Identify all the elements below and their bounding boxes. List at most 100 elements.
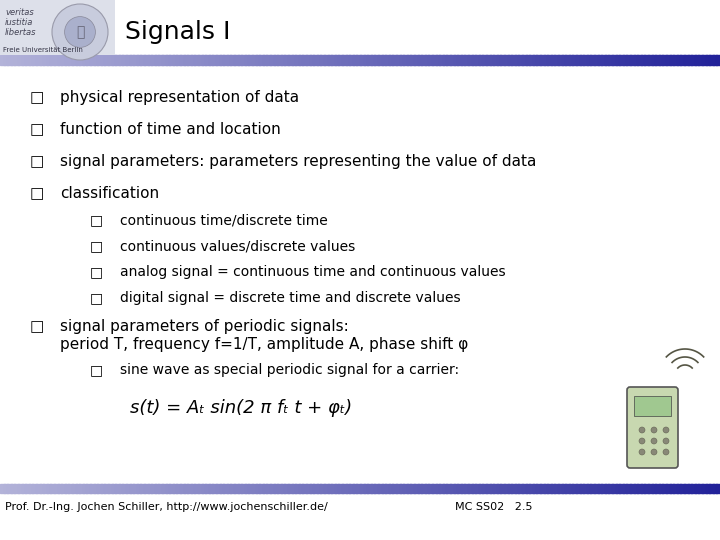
Bar — [598, 484, 602, 493]
Bar — [176, 484, 181, 493]
Bar — [580, 55, 584, 65]
Bar — [691, 484, 696, 493]
Bar — [356, 484, 361, 493]
Bar — [43, 484, 48, 493]
Bar — [36, 484, 40, 493]
Bar — [515, 484, 519, 493]
Text: □: □ — [90, 363, 103, 377]
Bar — [709, 484, 714, 493]
Bar — [65, 484, 69, 493]
Bar — [454, 55, 458, 65]
Bar — [644, 484, 649, 493]
Bar — [666, 484, 670, 493]
Bar — [490, 55, 494, 65]
Bar — [14, 484, 19, 493]
Bar — [461, 55, 465, 65]
Bar — [324, 55, 328, 65]
Bar — [479, 55, 483, 65]
Bar — [137, 55, 141, 65]
Bar — [68, 55, 73, 65]
Bar — [194, 55, 199, 65]
Bar — [522, 55, 526, 65]
Bar — [205, 55, 210, 65]
Bar — [97, 55, 102, 65]
Bar — [115, 55, 120, 65]
Bar — [403, 484, 408, 493]
Bar — [385, 484, 390, 493]
Bar — [490, 484, 494, 493]
Bar — [47, 484, 51, 493]
Bar — [702, 484, 706, 493]
Circle shape — [639, 449, 645, 455]
Bar — [547, 55, 552, 65]
Bar — [583, 55, 588, 65]
FancyBboxPatch shape — [634, 396, 671, 416]
Bar — [245, 484, 249, 493]
Bar — [328, 55, 332, 65]
Bar — [554, 55, 559, 65]
Bar — [684, 484, 688, 493]
Bar — [220, 55, 224, 65]
Bar — [187, 484, 192, 493]
Bar — [173, 55, 177, 65]
Bar — [25, 484, 30, 493]
Bar — [486, 55, 490, 65]
Bar — [119, 484, 123, 493]
Text: classification: classification — [60, 186, 159, 201]
Bar — [518, 484, 523, 493]
Bar — [86, 484, 91, 493]
Bar — [374, 484, 379, 493]
Bar — [252, 484, 256, 493]
Bar — [547, 484, 552, 493]
Bar — [716, 55, 720, 65]
Bar — [176, 55, 181, 65]
Bar — [144, 484, 148, 493]
Bar — [241, 484, 246, 493]
Bar — [29, 55, 33, 65]
Bar — [241, 55, 246, 65]
Bar — [360, 484, 364, 493]
Bar — [184, 484, 188, 493]
Bar — [464, 484, 469, 493]
Bar — [414, 484, 418, 493]
Text: signal parameters of periodic signals:: signal parameters of periodic signals: — [60, 319, 348, 334]
Bar — [22, 484, 26, 493]
Bar — [637, 55, 642, 65]
Bar — [299, 484, 303, 493]
Bar — [324, 484, 328, 493]
Bar — [515, 55, 519, 65]
Bar — [263, 484, 267, 493]
Bar — [407, 55, 411, 65]
Bar — [392, 55, 397, 65]
Bar — [662, 484, 667, 493]
Bar — [634, 55, 638, 65]
Bar — [529, 55, 534, 65]
Bar — [479, 484, 483, 493]
Bar — [468, 484, 472, 493]
Bar — [446, 55, 451, 65]
Bar — [360, 55, 364, 65]
Text: MC SS02   2.5: MC SS02 2.5 — [455, 502, 533, 512]
Bar — [140, 55, 145, 65]
Text: □: □ — [30, 319, 45, 334]
Text: analog signal = continuous time and continuous values: analog signal = continuous time and cont… — [120, 265, 505, 279]
Bar — [634, 484, 638, 493]
Text: □: □ — [90, 291, 103, 305]
Text: □: □ — [90, 265, 103, 279]
Bar — [353, 484, 357, 493]
Bar — [457, 484, 462, 493]
Bar — [616, 55, 620, 65]
Bar — [162, 55, 166, 65]
Bar — [209, 55, 213, 65]
Bar — [32, 484, 37, 493]
Bar — [0, 484, 4, 493]
Bar — [76, 484, 80, 493]
Bar — [194, 484, 199, 493]
Bar — [40, 484, 44, 493]
Bar — [482, 484, 487, 493]
Bar — [526, 484, 530, 493]
Bar — [245, 55, 249, 65]
Text: □: □ — [30, 154, 45, 169]
Bar — [270, 55, 274, 65]
Bar — [439, 484, 444, 493]
